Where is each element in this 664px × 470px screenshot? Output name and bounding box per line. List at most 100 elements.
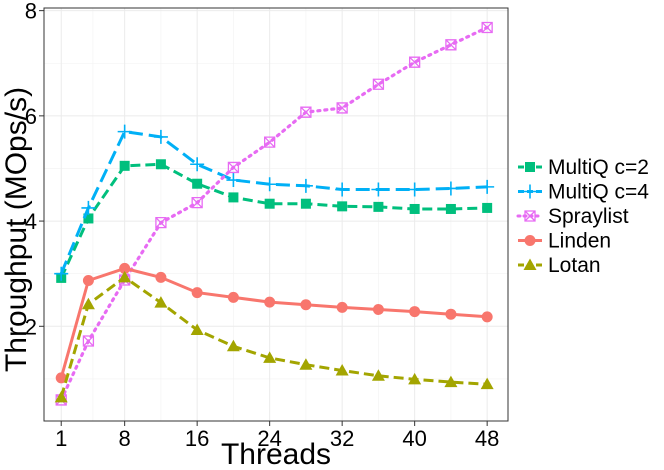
data-point-linden (336, 301, 348, 313)
x-tick-label: 1 (55, 426, 67, 451)
data-point-multiq-c-4 (54, 266, 69, 281)
data-point-lotan (299, 358, 313, 370)
legend-item-spraylist: Spraylist (516, 205, 629, 228)
x-tick-label: 16 (185, 426, 209, 451)
series-spraylist (55, 21, 493, 406)
data-point-spraylist (227, 161, 240, 174)
data-point-multiq-c-2 (373, 201, 384, 212)
data-point-linden (409, 306, 421, 318)
data-point-multiq-c-2 (409, 203, 420, 214)
data-point-linden (55, 372, 67, 384)
legend-label: Lotan (548, 254, 601, 277)
legend-item-multiq-c-4: MultiQ c=4 (518, 181, 649, 204)
data-point-multiq-c-4 (262, 177, 277, 192)
data-point-multiq-c-2 (300, 198, 311, 209)
data-point-lotan (81, 297, 95, 310)
series-lotan (54, 270, 494, 403)
data-point-multiq-c-4 (226, 173, 241, 188)
data-point-linden (227, 291, 239, 303)
data-point-multiq-c-4 (371, 182, 386, 197)
y-tick-label: 2 (25, 314, 37, 339)
x-tick-label: 48 (475, 426, 499, 451)
grid (44, 8, 508, 421)
data-point-spraylist (82, 335, 95, 347)
data-point-linden (372, 303, 384, 315)
data-point-lotan (54, 390, 68, 403)
x-tick-label: 32 (330, 426, 354, 451)
data-point-lotan (154, 296, 168, 308)
y-tick-label: 4 (25, 209, 37, 234)
data-point-spraylist (191, 197, 203, 209)
legend-key-marker (524, 210, 536, 222)
data-point-multiq-c-4 (190, 157, 205, 172)
legend-item-multiq-c-2: MultiQ c=2 (518, 156, 649, 179)
data-point-lotan (408, 372, 422, 385)
data-point-linden (155, 271, 167, 283)
data-point-linden (191, 287, 203, 299)
legend-item-lotan: Lotan (518, 254, 601, 277)
data-point-multiq-c-4 (81, 200, 96, 215)
legend-label: MultiQ c=4 (548, 181, 649, 204)
data-point-multiq-c-4 (443, 181, 458, 196)
data-point-spraylist (372, 78, 385, 90)
data-point-multiq-c-2 (228, 192, 239, 203)
data-point-multiq-c-4 (298, 178, 313, 193)
data-point-lotan (190, 323, 204, 335)
data-point-lotan (371, 369, 385, 381)
data-point-multiq-c-2 (192, 178, 203, 189)
data-point-linden (445, 308, 457, 320)
data-point-linden (481, 311, 493, 323)
data-point-multiq-c-4 (153, 129, 168, 144)
data-point-multiq-c-2 (264, 198, 275, 209)
data-point-spraylist (155, 217, 167, 229)
legend-label: MultiQ c=2 (548, 156, 649, 179)
data-point-spraylist (481, 21, 493, 34)
data-point-multiq-c-2 (83, 213, 94, 224)
data-point-lotan (263, 351, 277, 363)
series-layer (54, 21, 495, 406)
series-multiq-c-4 (54, 124, 495, 281)
data-point-multiq-c-2 (482, 202, 493, 213)
legend-key-marker (525, 162, 535, 172)
data-point-linden (119, 262, 131, 274)
data-point-multiq-c-2 (119, 160, 130, 171)
x-tick-label: 40 (402, 426, 426, 451)
x-tick-label: 8 (119, 426, 131, 451)
legend-key-marker (523, 184, 537, 199)
data-point-lotan (335, 363, 349, 376)
data-point-lotan (118, 270, 132, 283)
series-linden (55, 262, 493, 384)
y-axis-title: Throughput (MOps/s) (0, 87, 33, 372)
data-point-spraylist (300, 106, 312, 118)
legend-key-marker (524, 235, 536, 246)
x-axis-title: Threads (221, 438, 331, 470)
data-point-linden (264, 296, 276, 308)
data-point-multiq-c-4 (335, 182, 350, 197)
data-point-linden (82, 275, 94, 287)
y-tick-label: 6 (25, 104, 37, 129)
x-tick-label: 24 (257, 426, 281, 451)
legend-key-marker (523, 258, 537, 270)
data-point-spraylist (336, 102, 348, 114)
data-point-multiq-c-4 (117, 124, 132, 139)
data-point-spraylist (409, 56, 421, 68)
plot-panel-border (43, 7, 509, 422)
data-point-multiq-c-4 (480, 179, 495, 194)
data-point-multiq-c-2 (337, 201, 348, 212)
data-point-multiq-c-2 (445, 203, 456, 214)
data-point-linden (300, 299, 312, 311)
legend-label: Linden (548, 230, 611, 253)
data-point-lotan (226, 339, 240, 352)
data-point-lotan (480, 377, 494, 390)
legend-item-linden: Linden (518, 230, 611, 253)
data-point-spraylist (445, 39, 457, 51)
legend-label: Spraylist (548, 205, 629, 228)
data-point-spraylist (264, 136, 276, 148)
data-point-lotan (444, 375, 458, 388)
data-point-multiq-c-4 (407, 182, 422, 197)
y-tick-label: 8 (25, 0, 37, 24)
data-point-multiq-c-2 (155, 159, 166, 170)
